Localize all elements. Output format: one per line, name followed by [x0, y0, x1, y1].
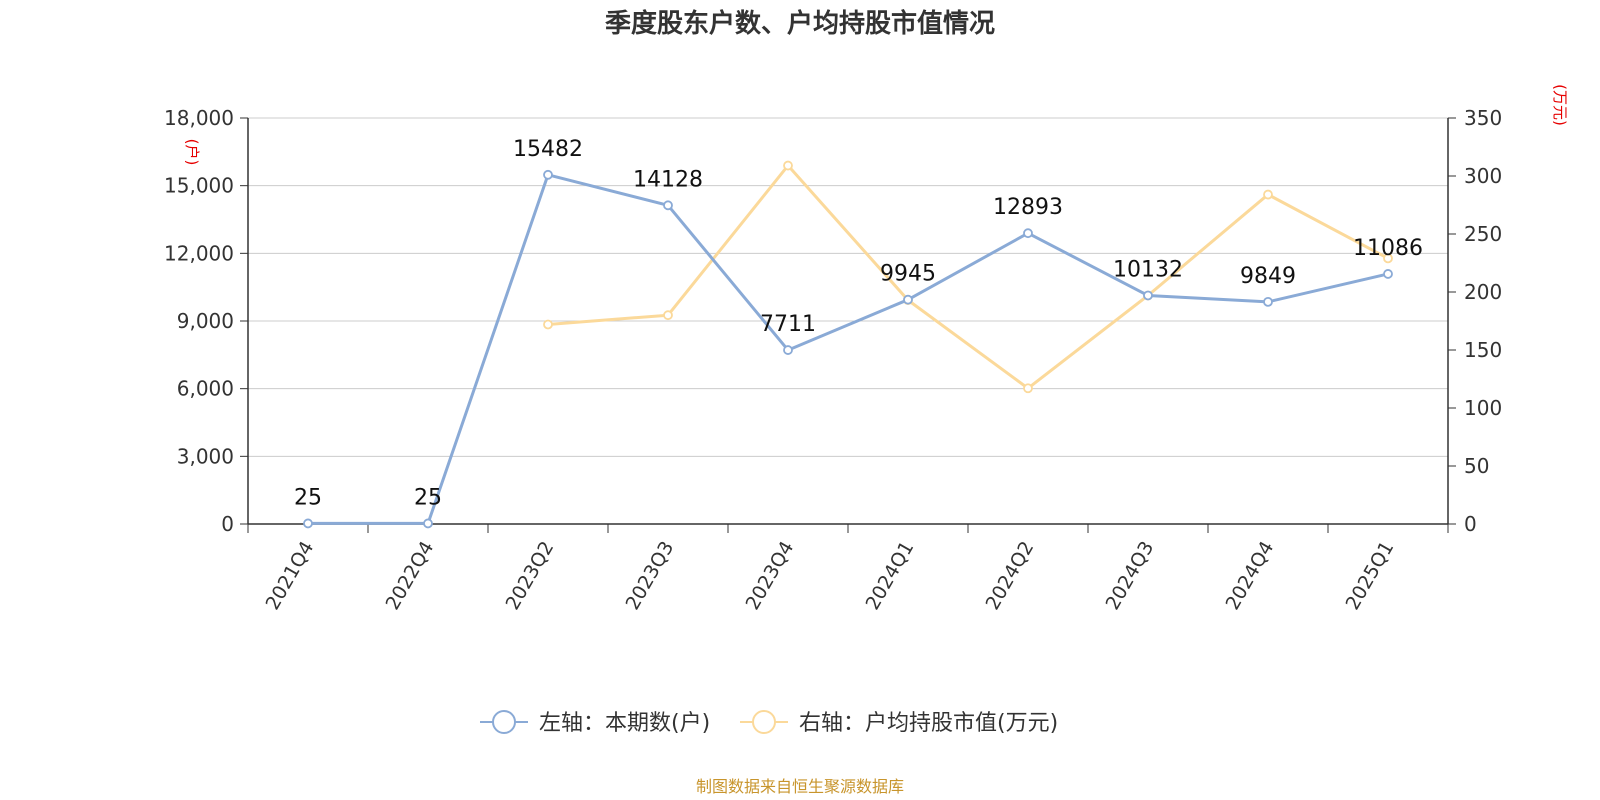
data-label: 25: [294, 485, 322, 510]
x-tick-label: 2023Q2: [502, 538, 559, 614]
shareholder-count-point: [423, 518, 433, 529]
avg-holding-value-point: [543, 319, 553, 330]
right-tick-label: 100: [1464, 396, 1502, 420]
shareholder-count-point: [1023, 228, 1033, 239]
left-axis-unit: (户): [183, 139, 201, 166]
data-label: 9849: [1240, 264, 1296, 289]
x-tick-label: 2024Q3: [1102, 538, 1159, 614]
data-label: 9945: [880, 262, 936, 287]
data-labels: 25 25 15482 14128 7711 9945 12893 10132 9849 1108…: [294, 137, 1423, 511]
avg-holding-value-point: [783, 160, 793, 171]
shareholder-count-point: [1143, 290, 1153, 301]
data-label: 14128: [633, 167, 703, 192]
right-tick-label: 300: [1464, 164, 1502, 188]
avg-holding-value-line: [547, 164, 1389, 390]
left-tick-label: 0: [221, 512, 234, 536]
x-tick-label: 2022Q4: [382, 538, 439, 614]
shareholder-count-point: [1383, 269, 1393, 279]
left-tick-label: 18,000: [164, 106, 234, 130]
left-tick-label: 6,000: [177, 377, 234, 401]
shareholder-count-point: [1263, 296, 1273, 307]
avg-holding-value-point: [663, 310, 673, 321]
left-tick-label: 12,000: [164, 241, 234, 265]
grid-lines: [248, 117, 1448, 457]
left-tick-label: 9,000: [177, 309, 234, 333]
left-tick-label: 15,000: [164, 174, 234, 198]
avg-holding-value-point: [1023, 383, 1033, 394]
right-tick-label: 150: [1464, 338, 1502, 362]
right-tick-label: 50: [1464, 454, 1489, 478]
x-tick-label: 2025Q1: [1342, 538, 1399, 614]
right-tick-label: 350: [1464, 106, 1502, 130]
shareholder-count-point: [663, 200, 673, 211]
data-label: 7711: [760, 312, 816, 337]
data-label: 25: [414, 485, 442, 510]
data-label: 10132: [1113, 257, 1183, 282]
legend[interactable]: 左轴：本期数(户) 右轴：户均持股市值(万元): [480, 710, 1058, 736]
x-tick-label: 2024Q4: [1222, 538, 1279, 614]
data-source-note: 制图数据来自恒生聚源数据库: [696, 777, 904, 796]
legend-item-avg-holding-value[interactable]: 右轴：户均持股市值(万元): [740, 710, 1058, 736]
series-layer: [303, 160, 1393, 529]
right-tick-label: 250: [1464, 222, 1502, 246]
axes: 0 3,000 6,000 9,000 12,000 15,000 18,000 0 50 100…: [164, 106, 1502, 614]
shareholder-count-point: [543, 169, 553, 180]
shareholder-count-line: [308, 173, 1389, 525]
right-tick-label: 0: [1464, 512, 1477, 536]
avg-holding-value-point: [1263, 189, 1273, 200]
legend-item-shareholder-count[interactable]: 左轴：本期数(户): [480, 710, 710, 736]
x-tick-label: 2023Q3: [622, 538, 679, 614]
left-tick-label: 3,000: [177, 444, 234, 468]
data-label: 12893: [993, 195, 1063, 220]
data-label: 15482: [513, 137, 583, 162]
shareholder-count-point: [783, 345, 793, 355]
legend-circle-icon: [492, 710, 516, 734]
x-tick-label: 2021Q4: [262, 538, 319, 614]
legend-label: 右轴：户均持股市值(万元): [799, 711, 1058, 736]
right-axis-unit: (万元): [1551, 84, 1569, 126]
x-tick-label: 2024Q1: [862, 538, 919, 614]
legend-circle-icon: [752, 710, 776, 734]
shareholder-count-point: [303, 518, 313, 529]
avg-holding-value-point: [1383, 253, 1393, 264]
x-tick-label: 2023Q4: [742, 538, 799, 614]
right-tick-label: 200: [1464, 280, 1502, 304]
chart-title: 季度股东户数、户均持股市值情况: [605, 8, 995, 39]
x-tick-label: 2024Q2: [982, 538, 1039, 614]
shareholder-count-point: [903, 294, 913, 305]
data-label: 11086: [1353, 236, 1423, 261]
legend-label: 左轴：本期数(户): [539, 711, 710, 736]
